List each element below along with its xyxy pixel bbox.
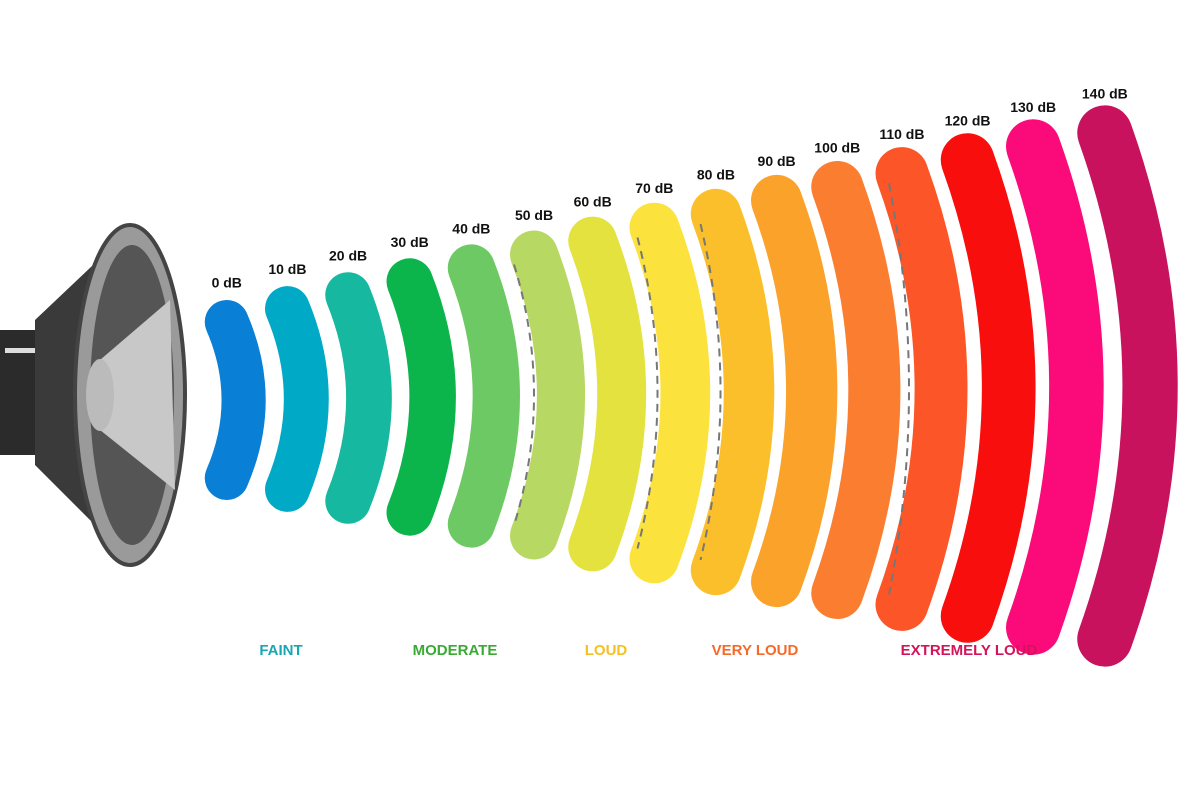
sound-arc	[325, 272, 392, 524]
zone-label: VERY LOUD	[712, 642, 799, 659]
level-label: 10 dB	[268, 261, 306, 277]
sound-arc	[1006, 119, 1104, 655]
zone-divider	[636, 237, 659, 549]
zone-divider	[699, 223, 722, 561]
sound-arc	[568, 216, 647, 572]
level-label: 110 dB	[879, 126, 924, 142]
level-label: 80 dB	[697, 167, 735, 183]
sound-arc	[690, 188, 775, 596]
speaker-cone-light	[100, 300, 175, 490]
level-label: 120 dB	[945, 113, 991, 129]
level-label: 90 dB	[758, 153, 796, 169]
sound-arc	[204, 300, 266, 500]
labels: 0 dB 10 dB 20 dB 30 dB 40 dB 50 dB 60 dB 70 dB 8…	[212, 86, 1128, 659]
speaker	[0, 223, 187, 567]
zone-divider	[888, 183, 910, 595]
level-label: 0 dB	[212, 275, 242, 291]
arcs	[204, 105, 1178, 667]
sound-arc	[940, 133, 1036, 643]
level-label: 130 dB	[1010, 99, 1056, 115]
level-label: 60 dB	[574, 194, 612, 210]
zone-divider	[513, 264, 535, 526]
sound-arc	[1077, 105, 1178, 667]
level-label: 20 dB	[329, 248, 367, 264]
sound-arc	[811, 161, 901, 619]
speaker-stripe	[5, 348, 35, 353]
sound-arc	[447, 244, 520, 548]
level-label: 40 dB	[452, 221, 490, 237]
level-label: 50 dB	[515, 207, 553, 223]
zone-label: LOUD	[585, 642, 628, 659]
level-label: 30 dB	[391, 234, 429, 250]
sound-arc	[386, 258, 456, 536]
speaker-cap	[86, 359, 114, 431]
sound-arc	[751, 174, 838, 608]
level-label: 100 dB	[814, 140, 860, 156]
zone-label: EXTREMELY LOUD	[901, 642, 1038, 659]
sound-arc	[265, 286, 329, 512]
sound-arc	[629, 202, 711, 584]
level-label: 140 dB	[1082, 86, 1128, 102]
level-label: 70 dB	[635, 180, 673, 196]
zone-label: FAINT	[259, 642, 302, 659]
zone-label: MODERATE	[413, 642, 498, 659]
sound-arc	[510, 230, 585, 560]
sound-arc	[875, 147, 968, 631]
